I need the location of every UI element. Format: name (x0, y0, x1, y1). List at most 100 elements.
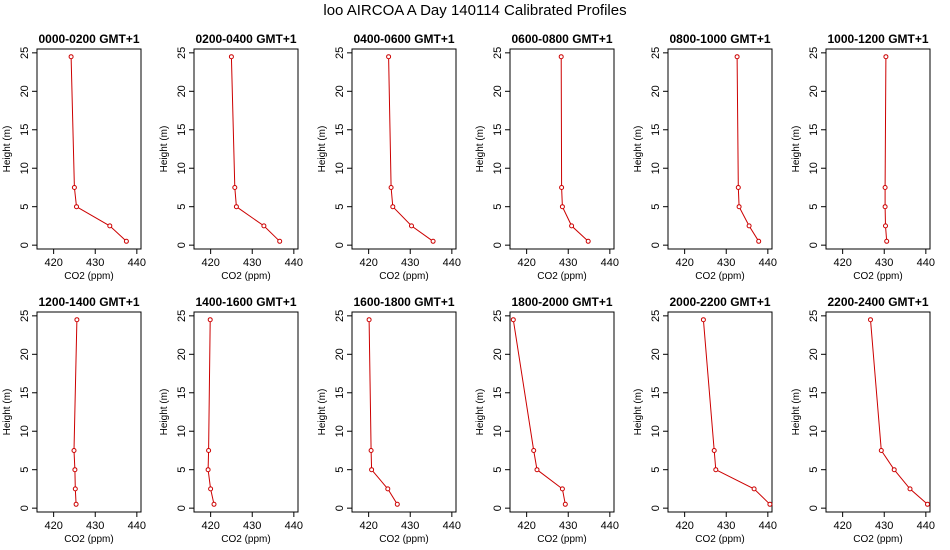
x-tick-label: 430 (875, 257, 893, 269)
y-tick-label: 25 (808, 47, 820, 59)
x-tick-label: 420 (833, 520, 851, 532)
y-tick-label: 15 (808, 387, 820, 399)
x-tick-label: 440 (917, 257, 935, 269)
y-tick-label: 15 (334, 124, 346, 136)
y-axis-label: Height (m) (633, 126, 644, 173)
y-tick-label: 0 (176, 505, 188, 511)
panel-title: 2200-2400 GMT+1 (827, 295, 928, 309)
data-point (925, 501, 930, 507)
panel-title: 1000-1200 GMT+1 (827, 32, 928, 46)
y-axis-label: Height (m) (791, 389, 802, 436)
data-point (907, 486, 913, 492)
data-point (386, 54, 392, 60)
x-tick-label: 440 (128, 257, 146, 269)
panel-2: 0400-0600 GMT+1 420 430 440 0 5 10 15 20 25 CO2 (p… (317, 32, 461, 282)
x-tick-label: 440 (601, 520, 619, 532)
data-point (558, 54, 564, 60)
y-tick-label: 15 (492, 387, 504, 399)
data-point (368, 448, 374, 453)
data-point (882, 204, 888, 210)
data-point (746, 223, 752, 229)
y-tick-label: 5 (808, 204, 820, 210)
data-point (868, 317, 873, 323)
profile-line (736, 56, 760, 242)
y-tick-label: 5 (19, 467, 31, 473)
data-point (233, 204, 239, 210)
x-axis-label: CO2 (ppm) (537, 271, 586, 282)
plot-frame (825, 311, 931, 513)
x-tick-label: 420 (44, 257, 62, 269)
y-tick-label: 20 (19, 348, 31, 360)
x-tick-label: 420 (517, 520, 535, 532)
data-point (569, 223, 575, 229)
y-tick-label: 0 (492, 242, 504, 248)
y-tick-label: 0 (650, 242, 662, 248)
data-point (882, 185, 888, 190)
y-tick-label: 20 (808, 348, 820, 360)
panel-title: 0000-0200 GMT+1 (38, 32, 139, 46)
x-tick-label: 440 (759, 520, 777, 532)
x-tick-label: 420 (201, 257, 219, 269)
panel-title: 1600-1800 GMT+1 (353, 295, 454, 309)
y-tick-label: 0 (334, 242, 346, 248)
y-tick-label: 5 (334, 467, 346, 473)
y-tick-label: 0 (492, 505, 504, 511)
data-point (68, 54, 74, 60)
panel-title: 1400-1600 GMT+1 (195, 295, 296, 309)
y-tick-label: 15 (808, 124, 820, 136)
panel-10: 2000-2200 GMT+1 420 430 440 0 5 10 15 20 25 CO2 (p… (633, 295, 777, 545)
plot-frame (825, 48, 931, 250)
x-tick-label: 430 (559, 520, 577, 532)
x-tick-label: 440 (601, 257, 619, 269)
y-tick-label: 5 (650, 204, 662, 210)
data-point (72, 486, 78, 492)
y-tick-label: 15 (334, 387, 346, 399)
data-point (891, 467, 897, 473)
x-axis-label: CO2 (ppm) (537, 534, 586, 545)
y-tick-label: 10 (492, 425, 504, 437)
panel-7: 1400-1600 GMT+1 420 430 440 0 5 10 15 20 25 CO2 (p… (159, 295, 303, 545)
y-axis-label: Height (m) (2, 126, 13, 173)
y-tick-label: 25 (176, 310, 188, 322)
data-point (385, 486, 391, 492)
x-tick-label: 440 (917, 520, 935, 532)
y-tick-label: 10 (334, 162, 346, 174)
x-axis-label: CO2 (ppm) (853, 271, 902, 282)
y-axis-label: Height (m) (159, 389, 170, 436)
data-point (208, 486, 214, 492)
panel-5: 1000-1200 GMT+1 420 430 440 0 5 10 15 20 25 CO2 (p… (791, 32, 935, 282)
data-point (559, 486, 565, 492)
y-tick-label: 20 (650, 348, 662, 360)
plot-frame (36, 48, 142, 250)
x-axis-label: CO2 (ppm) (64, 534, 113, 545)
y-axis-label: Height (m) (159, 126, 170, 173)
y-tick-label: 5 (650, 467, 662, 473)
y-tick-label: 10 (808, 425, 820, 437)
x-tick-label: 430 (717, 257, 735, 269)
data-point (72, 467, 78, 473)
profile-line (230, 56, 281, 242)
y-axis-label: Height (m) (2, 389, 13, 436)
y-tick-label: 15 (492, 124, 504, 136)
y-tick-label: 25 (492, 310, 504, 322)
data-point (736, 204, 742, 210)
x-tick-label: 430 (243, 257, 261, 269)
plot-frame (193, 48, 299, 250)
y-tick-label: 5 (176, 204, 188, 210)
panel-4: 0800-1000 GMT+1 420 430 440 0 5 10 15 20 25 CO2 (p… (633, 32, 777, 282)
data-point (207, 317, 213, 323)
x-tick-label: 430 (559, 257, 577, 269)
data-point (531, 448, 537, 453)
y-axis-label: Height (m) (317, 389, 328, 436)
y-tick-label: 10 (650, 162, 662, 174)
y-tick-label: 0 (19, 505, 31, 511)
y-tick-label: 20 (176, 85, 188, 97)
plot-frame (351, 48, 457, 250)
y-tick-label: 5 (492, 467, 504, 473)
x-tick-label: 430 (875, 520, 893, 532)
data-point (211, 501, 217, 507)
profile-line (388, 56, 434, 242)
panel-11: 2200-2400 GMT+1 420 430 440 0 5 10 15 20 25 CO2 (p… (791, 295, 935, 545)
panel-6: 1200-1400 GMT+1 420 430 440 0 5 10 15 20 25 CO2 (p… (2, 295, 146, 545)
data-point (232, 185, 238, 190)
